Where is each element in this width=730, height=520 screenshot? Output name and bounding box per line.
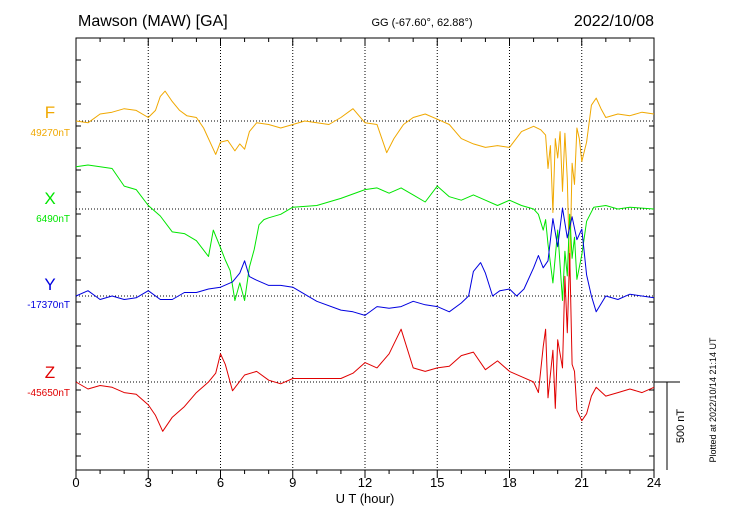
x-axis-label: U T (hour) bbox=[336, 491, 395, 506]
x-tick-label: 18 bbox=[502, 475, 516, 490]
series-line-f bbox=[75, 90, 655, 277]
series-baseline-value-x: 6490nT bbox=[36, 214, 70, 225]
series-name-y: Y bbox=[44, 275, 55, 294]
series-name-f: F bbox=[45, 103, 55, 122]
date-label: 2022/10/08 bbox=[574, 13, 654, 30]
coordinates-label: GG (-67.60°, 62.88°) bbox=[371, 17, 472, 29]
x-tick-label: 21 bbox=[575, 475, 589, 490]
series-line-y bbox=[75, 207, 655, 316]
series-line-x bbox=[75, 164, 655, 301]
plotted-timestamp: Plotted at 2022/10/14 21:14 UT bbox=[708, 337, 718, 463]
series-baseline-value-f: 49270nT bbox=[31, 128, 70, 139]
station-title: Mawson (MAW) [GA] bbox=[78, 13, 228, 30]
x-tick-label: 12 bbox=[358, 475, 372, 490]
series-baselines bbox=[76, 120, 654, 383]
series-name-z: Z bbox=[45, 363, 55, 382]
x-tick-label: 15 bbox=[430, 475, 444, 490]
series-name-x: X bbox=[44, 189, 55, 208]
x-tick-labels: 0 3 6 9 12 15 18 21 24 bbox=[72, 475, 661, 490]
series-baseline-value-z: -45650nT bbox=[27, 388, 70, 399]
series-labels: F 49270nT X 6490nT Y -17370nT Z -45650nT bbox=[27, 103, 70, 399]
series-line-z bbox=[75, 253, 655, 432]
x-tick-label: 24 bbox=[647, 475, 661, 490]
series-baseline-value-y: -17370nT bbox=[27, 300, 70, 311]
series-lines bbox=[75, 90, 655, 432]
x-tick-label: 3 bbox=[145, 475, 152, 490]
scale-bar: 500 nT bbox=[654, 381, 687, 470]
scale-bar-label: 500 nT bbox=[675, 409, 687, 444]
x-tick-label: 9 bbox=[289, 475, 296, 490]
grid-lines bbox=[147, 38, 583, 470]
axis-ticks bbox=[75, 38, 655, 478]
x-tick-label: 0 bbox=[72, 475, 79, 490]
x-tick-label: 6 bbox=[217, 475, 224, 490]
